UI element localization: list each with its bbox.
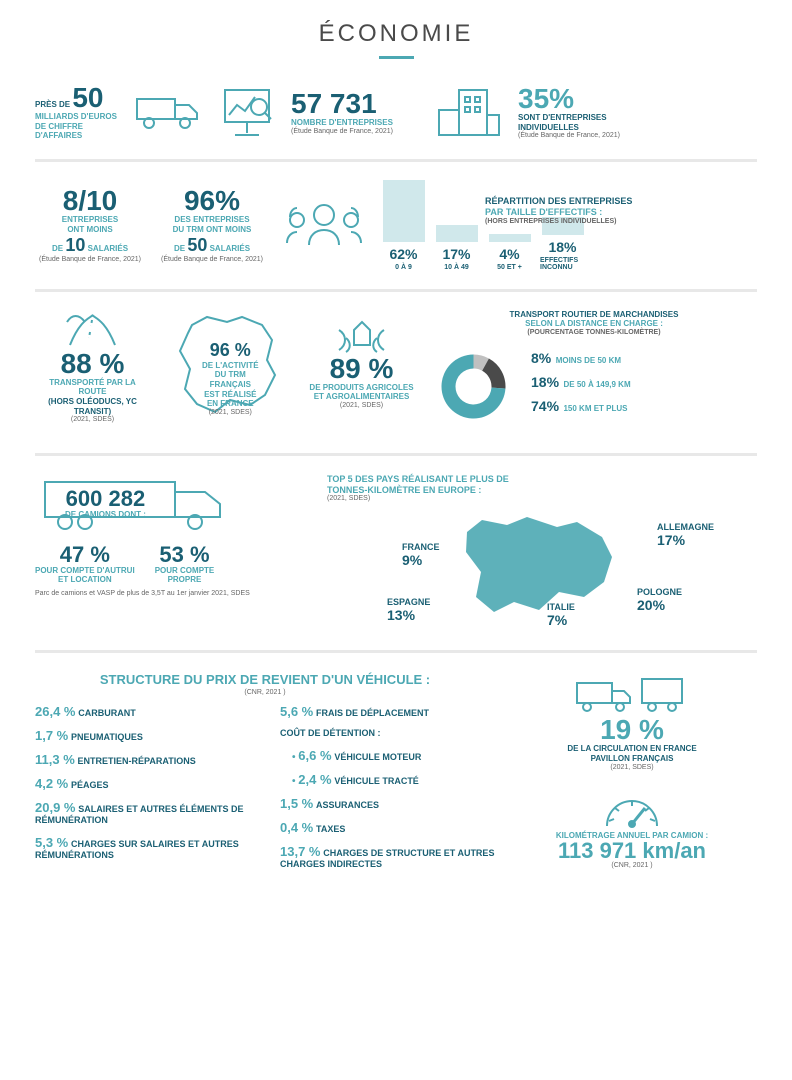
size-bar-chart: 62%0 À 917%10 À 494%50 ET +18%EFFECTIFS … (381, 180, 585, 271)
farm-icon (334, 310, 389, 355)
truck-icon (135, 91, 205, 133)
people-headset-icon (279, 195, 369, 255)
road-icon (65, 310, 120, 350)
row-5: STRUCTURE DU PRIX DE REVIENT D'UN VÉHICU… (35, 671, 757, 879)
vehicles-icon (572, 671, 692, 716)
chart-board-icon (217, 85, 277, 140)
europe-map-icon (427, 502, 627, 632)
row-2: 8/10 ENTREPRISES ONT MOINS DE 10 SALARIÉ… (35, 180, 757, 271)
row-3: 88 % TRANSPORTÉ PAR LA ROUTE (HORS OLÉOD… (35, 310, 757, 435)
distance-donut-chart (431, 344, 516, 429)
title-underline (379, 56, 414, 59)
row-4: 600 282 DE CAMIONS DONT : 47 % POUR COMP… (35, 474, 757, 633)
page-title: ÉCONOMIE (35, 20, 757, 48)
row-1: PRÈS DE 50 MILLIARDS D'EUROS DE CHIFFRE … (35, 84, 757, 141)
gauge-icon (597, 786, 667, 831)
buildings-icon (429, 85, 504, 140)
